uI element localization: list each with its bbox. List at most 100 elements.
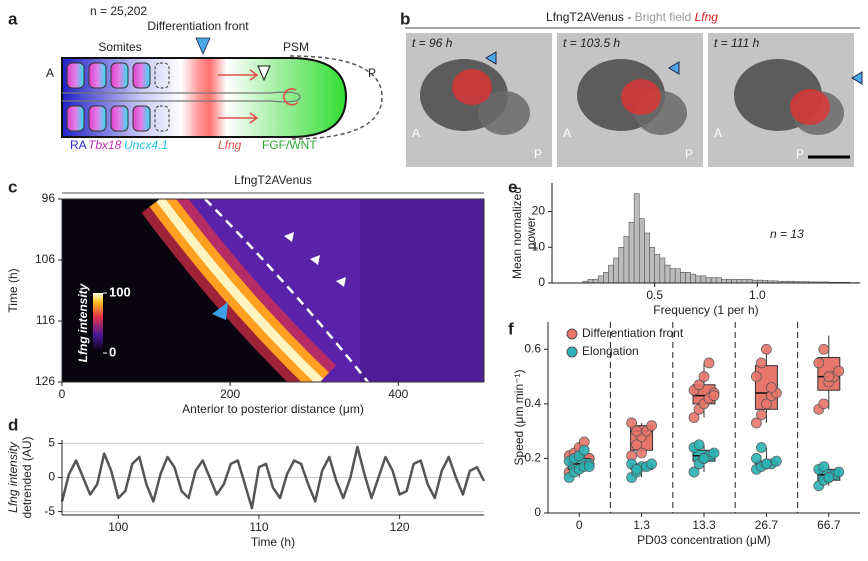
dashed-front [204,199,369,382]
y-tick-label: 0 [48,470,55,484]
y-tick-label: 0.6 [524,341,541,355]
y-axis-label: Mean normalized [510,187,524,279]
bar [618,246,625,284]
bar [685,271,691,284]
somite [66,105,85,132]
reporter: LfngT2AVenus [546,10,624,24]
somite [132,105,151,132]
lfng-signal [621,79,661,115]
y-tick-label: 116 [36,313,55,327]
bar [705,277,712,284]
arrowhead [212,302,228,320]
posterior-label: P [534,147,542,161]
marker [257,65,271,82]
point [761,458,772,470]
bar [592,279,599,284]
legend-marker [566,346,578,358]
time-label: t = 103.5 h [563,36,620,50]
point [751,453,762,464]
lfng-signal [790,89,830,125]
x-axis-label: Time (h) [251,535,295,549]
bar [680,271,686,284]
channel: Bright field [635,10,692,24]
legend-lfng: Lfng [218,138,242,152]
bar [608,264,614,284]
frame [61,198,485,383]
heatmap-image [62,199,484,382]
legend-uncx: Uncx4.1 [124,138,168,152]
point [823,472,835,483]
y-tick-label: 0.4 [524,396,541,410]
somite [110,105,129,132]
colorbar [93,293,103,353]
point [626,417,637,429]
point [771,455,782,467]
bar [731,279,738,284]
point [583,461,595,473]
colorbar-title: Lfng intensity [76,282,90,362]
x-tick-label: 13.3 [692,518,716,532]
point [708,447,720,459]
marker [668,61,680,75]
y-axis-label: detrended (AU) [20,436,34,518]
front-label: Differentiation front [147,19,249,33]
point [631,425,642,437]
background [360,199,484,382]
point [761,343,772,355]
x-tick-label: 26.7 [755,518,779,532]
band [156,199,324,382]
marker [851,71,863,85]
y-axis-label: Lfng intensity [6,441,20,513]
point [646,420,657,432]
y-axis-label: Time (h) [6,268,20,312]
point [631,463,642,475]
x-axis-label: Frequency (1 per h) [653,303,758,317]
point [823,371,835,382]
anterior-label: A [412,126,420,140]
x-tick-label: 100 [108,520,128,534]
y-tick-label: 20 [532,204,546,218]
somite [66,62,85,89]
time-label: t = 111 h [714,36,760,50]
y-tick-label: 10 [532,239,546,253]
frames: t = 96 h A Pt = 103.5 h A Pt = 111 h A P [406,33,863,167]
bar [726,279,732,284]
y-axis-label: power [524,217,538,250]
arrows [218,69,299,124]
y-tick-label: 0 [538,275,545,289]
point [756,357,767,369]
separator: - [627,10,631,24]
chart-title: LfngT2AVenus [234,173,312,187]
panel-label: a [8,9,18,28]
somite [132,62,151,89]
marker [485,51,497,65]
x-axis-label: Anterior to posterior distance (μm) [182,402,364,416]
posterior-label: P [368,66,376,80]
bar [674,268,681,284]
y-axis-label: Speed (μm min⁻¹) [512,370,526,466]
point [688,466,700,478]
arrow [218,112,259,124]
bar [664,264,671,284]
point [693,379,705,391]
bar [633,193,640,284]
posterior-label: P [796,147,804,161]
bar [654,254,661,284]
bar [638,218,645,284]
colorbar-label: 0 [109,344,116,359]
point [688,412,700,423]
posterior-label: P [685,147,693,161]
x-tick-label: 1.3 [633,518,650,532]
anterior-label: A [46,66,54,80]
sample-size: n = 25,202 [90,4,147,18]
arrowheads [284,232,346,287]
somites [66,62,170,132]
bar [669,268,676,284]
legend-marker [566,328,578,340]
bar [690,273,697,284]
point [756,409,767,421]
y-tick-label: 126 [35,374,55,388]
bar [710,277,717,284]
panel-label: f [508,319,514,338]
point [833,466,845,478]
